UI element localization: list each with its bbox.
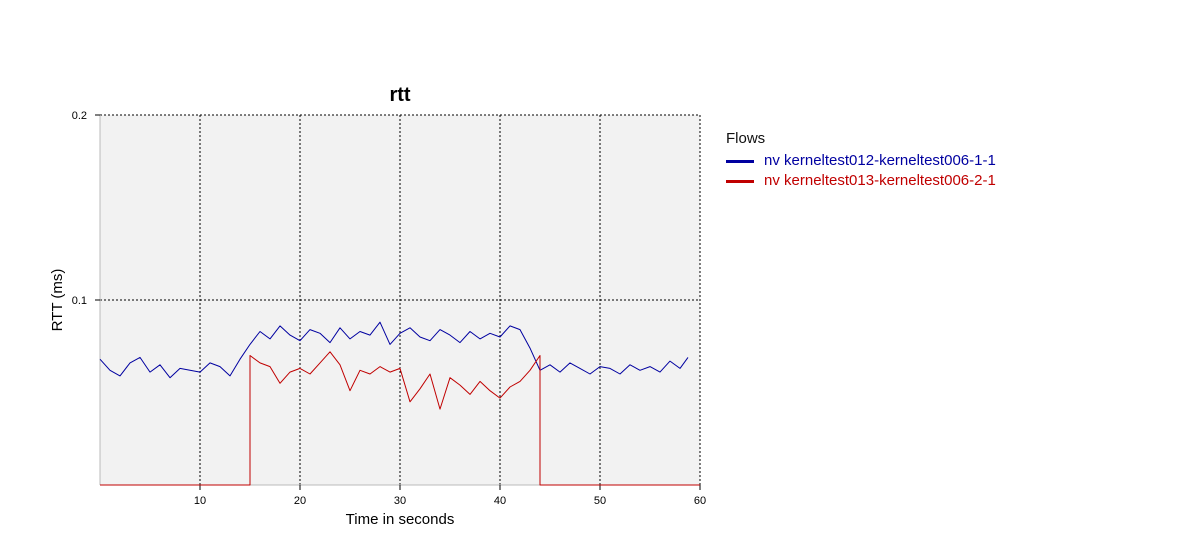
legend-label: nv kerneltest012-kerneltest006-1-1 — [764, 151, 996, 169]
legend-item-2: nv kerneltest013-kerneltest006-2-1 — [726, 170, 996, 190]
chart-title: rtt — [389, 84, 410, 106]
y-axis-label: RTT (ms) — [49, 269, 66, 332]
chart-legend: Flows nv kerneltest012-kerneltest006-1-1… — [726, 130, 996, 190]
y-tick-label: 0.1 — [72, 295, 87, 307]
series-line-1 — [99, 321, 689, 379]
x-tick-label: 40 — [494, 495, 506, 507]
x-tick-label: 20 — [294, 495, 306, 507]
legend-label: nv kerneltest013-kerneltest006-2-1 — [764, 171, 996, 189]
x-tick-label: 50 — [594, 495, 606, 507]
x-axis-label: Time in seconds — [346, 511, 455, 528]
x-tick-label: 10 — [194, 495, 206, 507]
x-tick-label: 30 — [394, 495, 406, 507]
legend-swatch — [726, 179, 754, 183]
legend-item-1: nv kerneltest012-kerneltest006-1-1 — [726, 150, 996, 170]
series-line-2 — [100, 351, 700, 486]
legend-title: Flows — [726, 130, 766, 147]
x-tick-label: 60 — [694, 495, 706, 507]
y-tick-label: 0.2 — [72, 110, 87, 122]
legend-swatch — [726, 159, 754, 163]
